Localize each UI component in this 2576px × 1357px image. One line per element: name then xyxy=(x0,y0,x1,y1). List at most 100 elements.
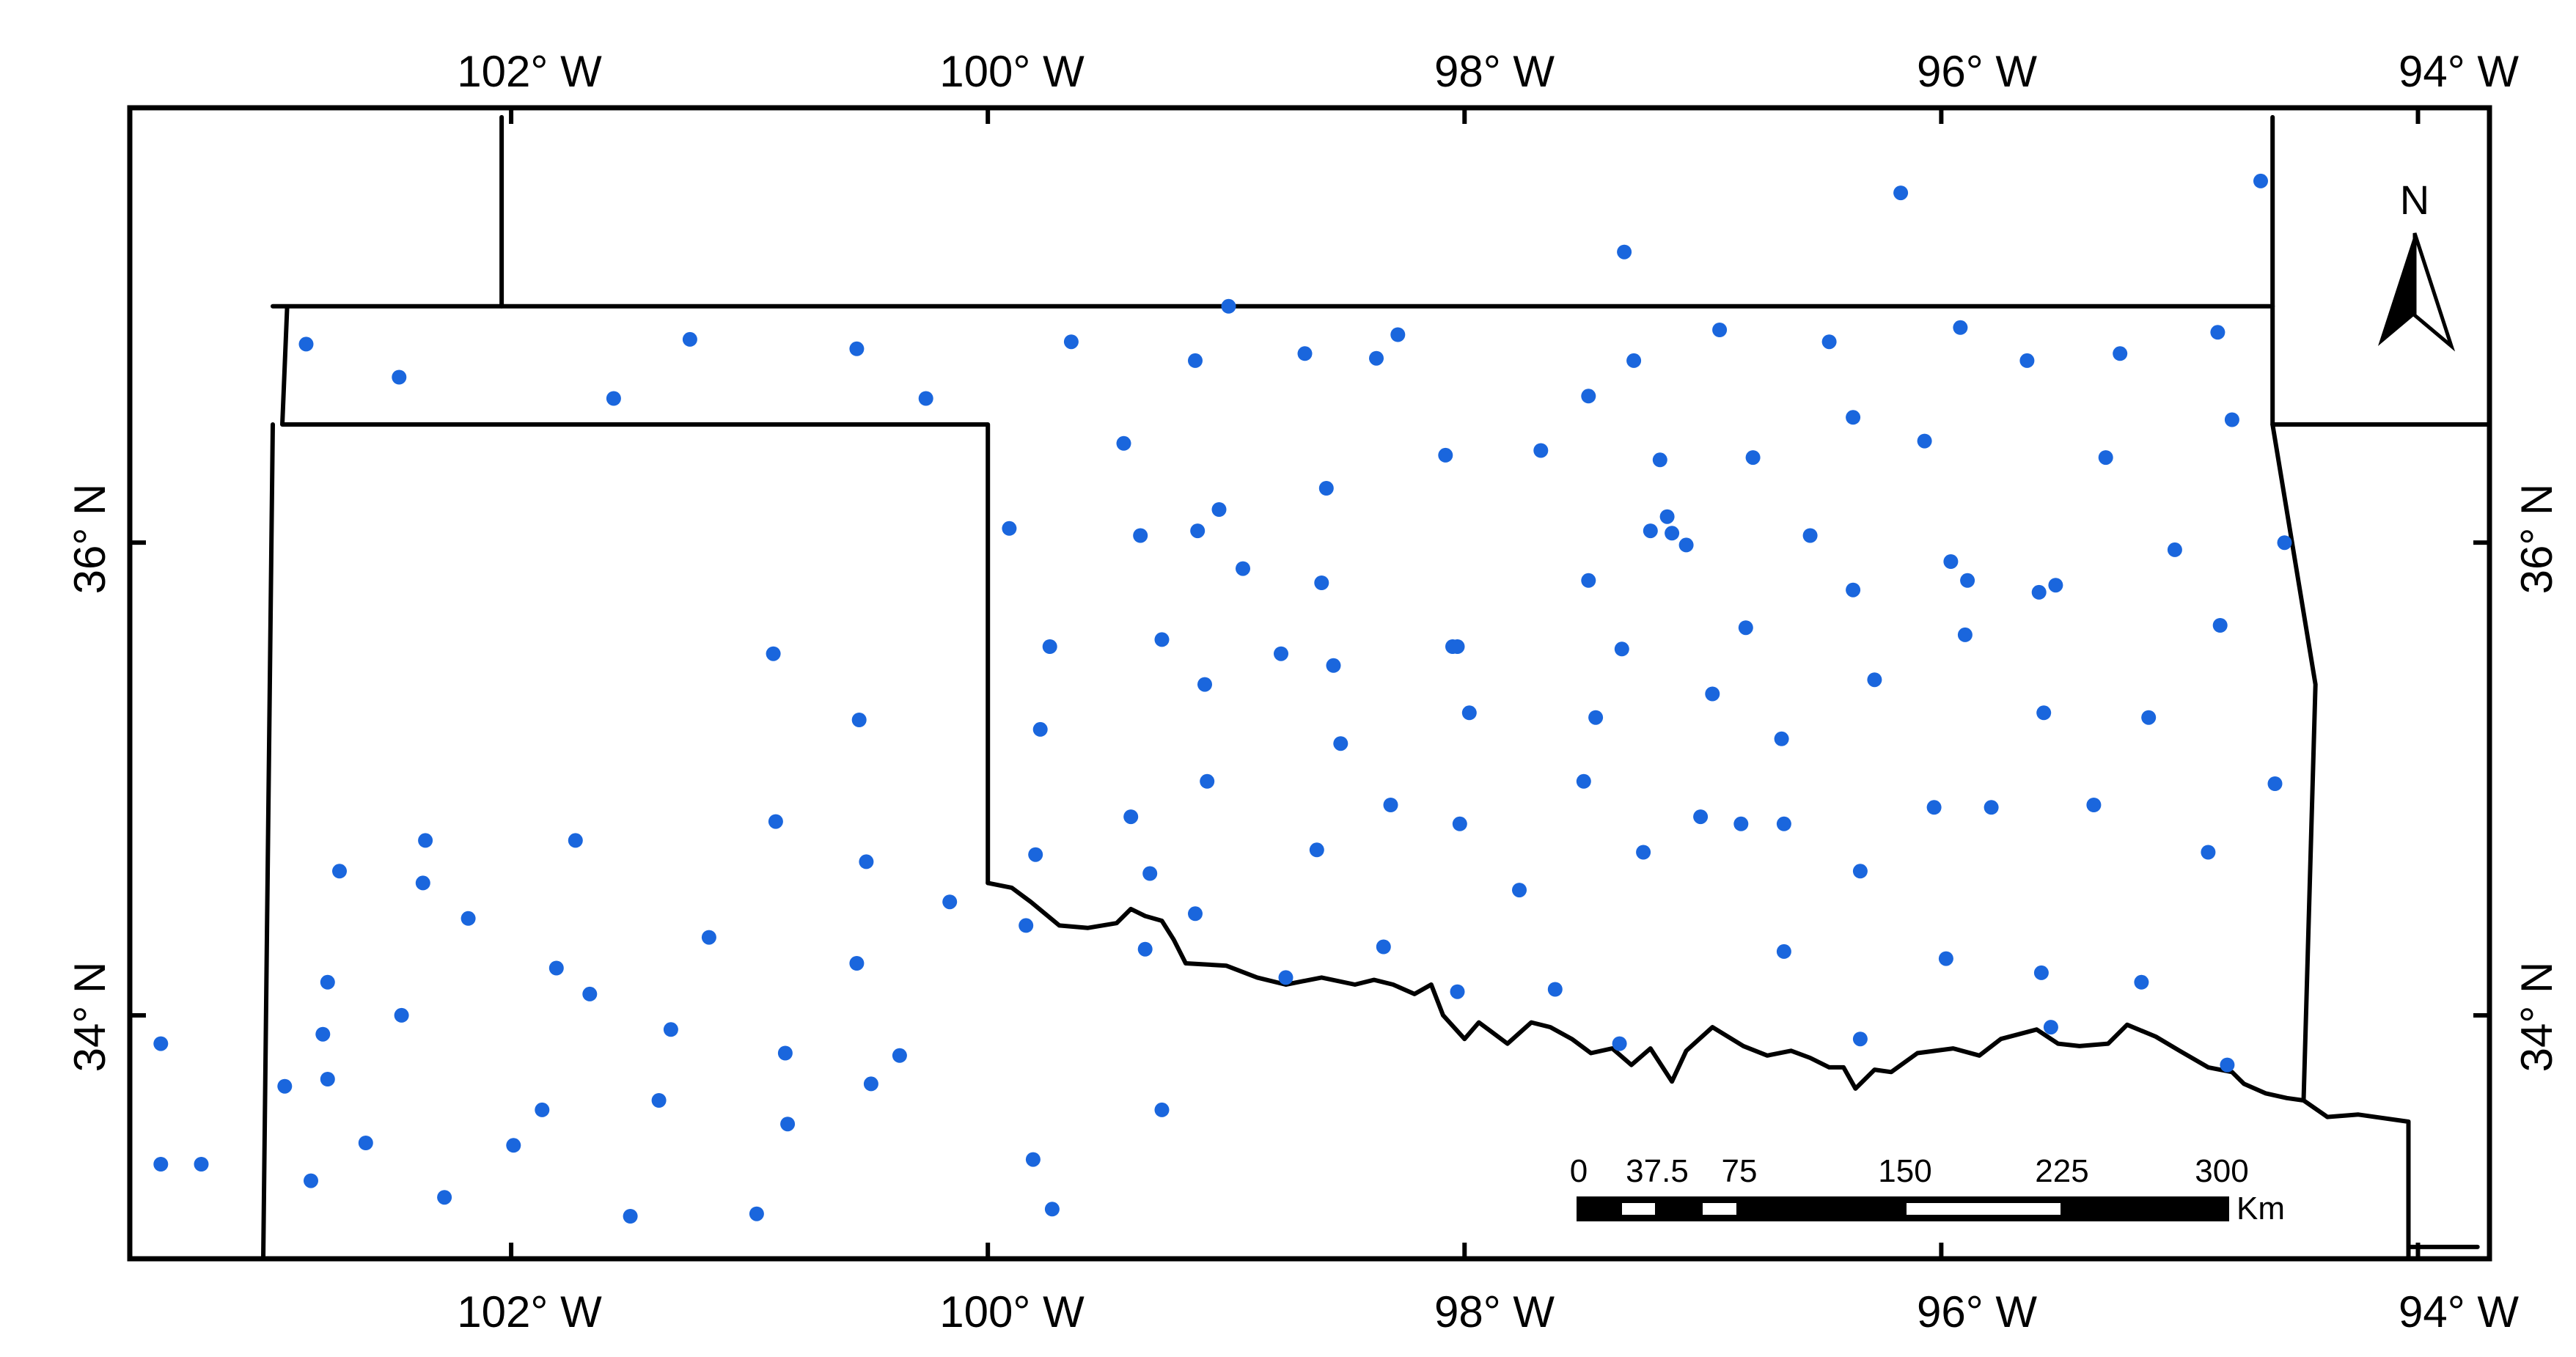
station-point xyxy=(863,1076,878,1092)
bottom-tick-label: 102° W xyxy=(457,1287,602,1336)
station-point xyxy=(1802,528,1818,543)
scale-bar-segment xyxy=(1703,1203,1736,1215)
station-point xyxy=(1133,528,1148,543)
station-point xyxy=(851,713,867,727)
scale-bar-label: 225 xyxy=(2035,1153,2088,1189)
map-frame xyxy=(127,105,2492,1262)
station-point xyxy=(194,1157,209,1172)
station-point xyxy=(1188,353,1203,368)
station-point xyxy=(1588,710,1604,725)
station-point xyxy=(1188,906,1203,922)
boundary-line xyxy=(261,422,275,1261)
station-point xyxy=(1984,800,1999,815)
station-point xyxy=(1846,410,1861,425)
station-point xyxy=(358,1136,373,1150)
station-point xyxy=(1626,353,1642,368)
north-arrow: N xyxy=(2378,177,2456,352)
station-point xyxy=(392,369,407,385)
right-tick-label: 36° N xyxy=(2512,484,2561,595)
station-point xyxy=(2201,845,2216,860)
station-point xyxy=(1774,731,1789,746)
left-tick-label: 36° N xyxy=(65,484,114,595)
station-point xyxy=(1745,450,1761,466)
station-point xyxy=(1154,632,1170,647)
station-point xyxy=(1821,334,1837,350)
station-point xyxy=(768,814,783,829)
station-point xyxy=(320,1072,335,1086)
station-point xyxy=(2210,325,2225,340)
station-point xyxy=(1297,346,1313,361)
left-tick-label: 34° N xyxy=(65,962,114,1073)
station-point xyxy=(315,1026,331,1042)
station-point xyxy=(1614,641,1629,657)
station-points xyxy=(153,173,2292,1224)
station-point xyxy=(606,391,621,406)
station-point xyxy=(2220,1057,2235,1073)
scale-bar-unit: Km xyxy=(2236,1191,2285,1227)
station-point xyxy=(460,911,476,926)
scale-bar-segment xyxy=(1907,1203,2061,1215)
station-point xyxy=(1042,639,1057,654)
station-point xyxy=(1846,582,1861,597)
scale-bar-label: 37.5 xyxy=(1626,1153,1689,1189)
station-point xyxy=(277,1078,293,1094)
station-point xyxy=(1665,526,1680,541)
station-point xyxy=(1461,705,1477,721)
station-point xyxy=(1314,575,1329,590)
station-point xyxy=(1236,561,1250,576)
station-point xyxy=(568,833,583,848)
station-point xyxy=(153,1036,169,1051)
station-point xyxy=(1221,298,1236,314)
station-point xyxy=(1318,481,1334,496)
bottom-tick-label: 98° W xyxy=(1434,1287,1555,1336)
station-point xyxy=(2267,776,2283,791)
station-point xyxy=(777,1045,793,1061)
station-point xyxy=(1917,433,1932,449)
scale-bar-label: 150 xyxy=(1878,1153,1931,1189)
station-point xyxy=(1137,941,1153,957)
station-point xyxy=(535,1102,550,1117)
station-point xyxy=(663,1022,678,1037)
station-point xyxy=(849,956,865,971)
station-point xyxy=(332,864,347,879)
station-point xyxy=(1044,1202,1060,1217)
station-point xyxy=(394,1007,409,1023)
station-point xyxy=(2043,1020,2058,1035)
boundary-line xyxy=(280,306,991,886)
station-point xyxy=(1309,842,1324,858)
station-point xyxy=(582,986,598,1001)
station-point xyxy=(2031,584,2047,600)
state-boundaries xyxy=(261,114,2492,1261)
station-point xyxy=(2134,974,2149,990)
station-point xyxy=(1154,1102,1170,1117)
station-point xyxy=(2019,353,2035,368)
station-point xyxy=(1390,327,1406,342)
station-point xyxy=(437,1190,452,1205)
station-point xyxy=(2253,173,2268,188)
scale-bar-body xyxy=(1577,1196,2229,1221)
station-point xyxy=(2224,412,2239,427)
station-point xyxy=(298,337,314,352)
station-point xyxy=(506,1138,521,1153)
scale-bar-label: 75 xyxy=(1722,1153,1758,1189)
station-point xyxy=(1712,323,1728,337)
station-point xyxy=(651,1093,667,1108)
station-point xyxy=(415,875,430,891)
station-point xyxy=(1445,639,1460,654)
station-point xyxy=(1123,809,1139,825)
station-point xyxy=(1652,452,1667,468)
station-point xyxy=(153,1157,169,1172)
station-point xyxy=(1867,672,1882,688)
station-point xyxy=(749,1206,764,1221)
station-point xyxy=(1705,686,1720,702)
station-point xyxy=(2098,450,2113,466)
bottom-tick-label: 96° W xyxy=(1917,1287,2037,1336)
station-point xyxy=(1369,350,1384,366)
station-point xyxy=(623,1209,638,1224)
station-point xyxy=(1581,573,1596,588)
station-point xyxy=(2167,542,2182,557)
right-tick-label: 34° N xyxy=(2512,962,2561,1073)
